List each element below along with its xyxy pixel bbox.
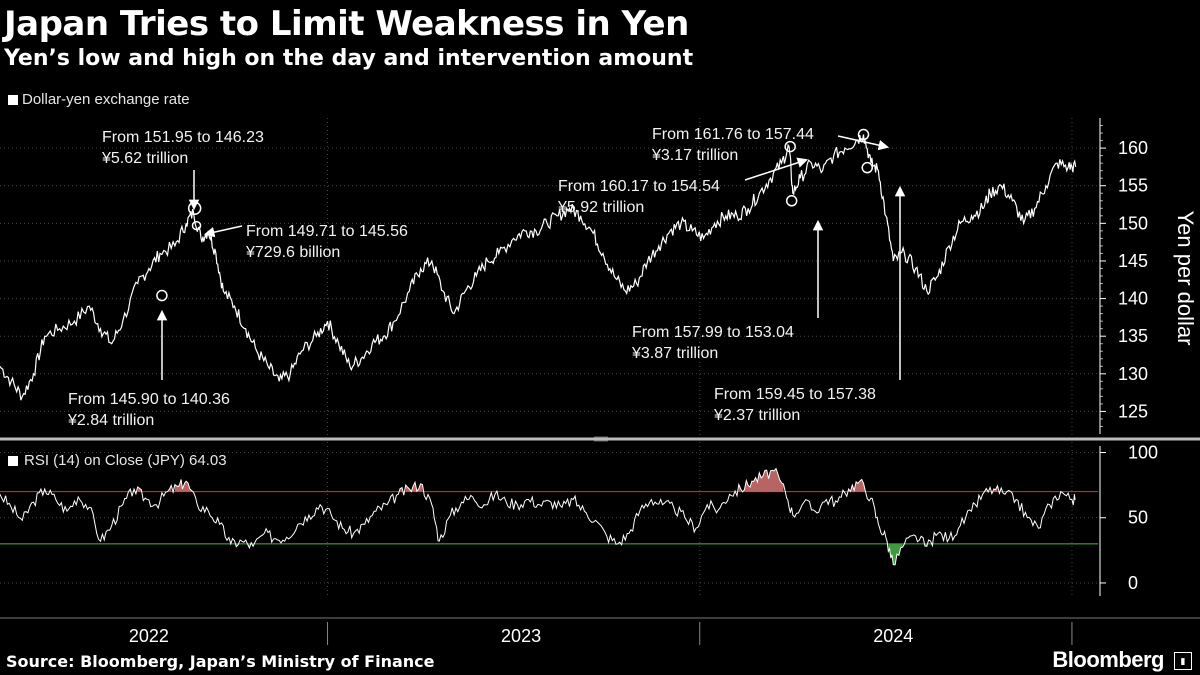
intervention-marker [156,289,168,302]
annotation-arrow [837,135,890,151]
annotations: From 151.95 to 146.23 ¥5.62 trillion From … [67,126,906,429]
rsi-overbought-fill [993,485,998,492]
annotation-amount: ¥2.84 trillion [67,412,154,429]
bloomberg-logo: Bloomberg [1052,647,1164,672]
rsi-series-line [0,467,1076,566]
price-tick-label: 160 [1118,138,1148,158]
grid-lines [0,118,1098,596]
rsi-tick-label: 50 [1128,508,1148,528]
annotation-amount: ¥3.87 trillion [631,345,718,362]
price-tick-label: 135 [1118,326,1148,346]
chart-subtitle: Yen’s low and high on the day and interv… [4,46,694,71]
rsi-legend-swatch [8,456,18,466]
legend-label: Dollar-yen exchange rate [22,91,190,108]
price-tick-label: 140 [1118,289,1148,309]
annotation-range: From 149.71 to 145.56 [246,223,408,240]
rsi-panel [0,467,1098,566]
annotation-arrow [744,157,808,181]
annotation-range: From 161.76 to 157.44 [652,126,814,143]
price-tick-label: 125 [1118,401,1148,421]
y-axis-label: Yen per dollar [1173,211,1198,346]
annotation-range: From 160.17 to 154.54 [558,178,720,195]
price-series-line [0,134,1077,401]
x-tick-label: 2022 [129,626,169,646]
rsi-overbought-fill [744,468,784,492]
x-tick-label: 2024 [873,626,913,646]
x-tick-label: 2023 [501,626,541,646]
price-tick-label: 150 [1118,213,1148,233]
legend-item-dollar-yen: Dollar-yen exchange rate [8,91,190,108]
annotation-range: From 145.90 to 140.36 [68,391,230,408]
intervention-marker [785,195,798,207]
rsi-tick-label: 0 [1128,573,1138,593]
rsi-tick-label: 100 [1128,443,1158,463]
price-tick-label: 155 [1118,176,1148,196]
intervention-marker [857,128,870,141]
annotation-amount: ¥729.6 billion [245,244,340,261]
annotation-amount: ¥2.37 trillion [713,407,800,424]
intervention-marker [191,220,202,231]
axes: 125 130 135 140 145 150 155 160 0 50 100 2022 2023 20… [0,118,1200,646]
rsi-overbought-fill [405,482,423,492]
annotation-range: From 151.95 to 146.23 [102,129,264,146]
intervention-marker [784,140,796,153]
annotation-amount: ¥5.92 trillion [557,199,644,216]
annotation-amount: ¥3.17 trillion [651,147,738,164]
price-tick-label: 145 [1118,251,1148,271]
price-tick-label: 130 [1118,364,1148,384]
intervention-marker [861,161,873,174]
bloomberg-box-icon: ▮ [1174,652,1192,670]
annotation-arrow [203,225,243,238]
annotation-range: From 159.45 to 157.38 [714,386,876,403]
legend-swatch [8,95,18,105]
annotation-amount: ¥5.62 trillion [101,150,188,167]
annotation-range: From 157.99 to 153.04 [632,324,794,341]
rsi-overbought-fill [848,479,866,492]
rsi-legend: RSI (14) on Close (JPY) 64.03 [8,452,227,469]
chart-title: Japan Tries to Limit Weakness in Yen [4,4,689,44]
source-note: Source: Bloomberg, Japan’s Ministry of F… [6,652,435,671]
price-panel [0,134,1077,401]
rsi-oversold-fill [888,543,903,565]
rsi-legend-label: RSI (14) on Close (JPY) 64.03 [24,452,227,469]
